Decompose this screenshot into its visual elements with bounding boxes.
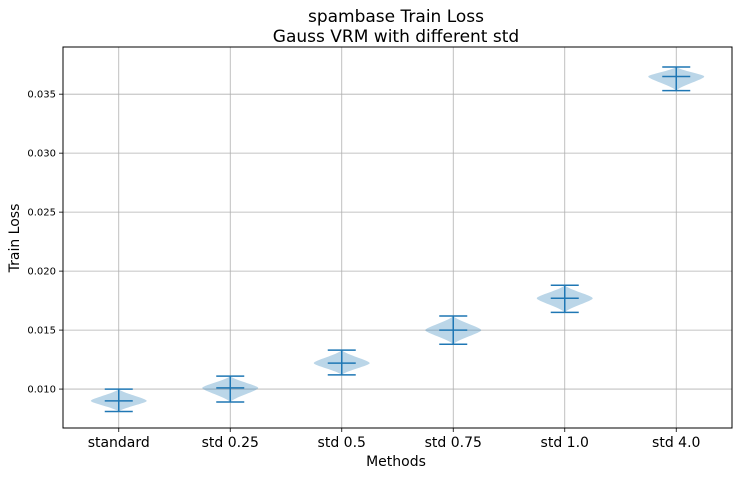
violin-2 — [313, 349, 370, 376]
x-tick-label: std 4.0 — [652, 435, 700, 451]
plot-background — [63, 47, 732, 428]
x-tick-label: std 0.5 — [318, 435, 366, 451]
violin-5 — [648, 66, 705, 92]
violin-4 — [536, 284, 593, 314]
y-tick-label: 0.035 — [27, 90, 56, 101]
x-tick-label: std 0.75 — [425, 435, 482, 451]
x-tick-label: std 1.0 — [541, 435, 589, 451]
violin-1 — [202, 375, 259, 403]
y-tick-label: 0.025 — [27, 208, 56, 219]
x-tick-label: std 0.25 — [202, 435, 259, 451]
violin-3 — [425, 315, 482, 346]
violin-layer — [90, 66, 705, 413]
chart-subtitle: Gauss VRM with different std — [273, 27, 519, 47]
plot-area: standard std 0.25 std 0.5 std 0.75 std 1.0 st… — [27, 46, 733, 451]
y-tick-label: 0.020 — [27, 267, 56, 278]
y-tick-label: 0.015 — [27, 326, 56, 337]
x-tick-label: standard — [88, 435, 150, 451]
violin-0 — [90, 388, 147, 413]
x-axis-label: Methods — [366, 454, 426, 470]
chart-title: spambase Train Loss — [308, 7, 484, 27]
y-tick-label: 0.010 — [27, 385, 56, 396]
tick-layer: standard std 0.25 std 0.5 std 0.75 std 1.0 st… — [27, 90, 700, 451]
grid-layer — [63, 47, 732, 428]
y-tick-label: 0.030 — [27, 149, 56, 160]
plot-frame — [62, 46, 733, 429]
y-axis-label: Train Loss — [7, 204, 23, 274]
